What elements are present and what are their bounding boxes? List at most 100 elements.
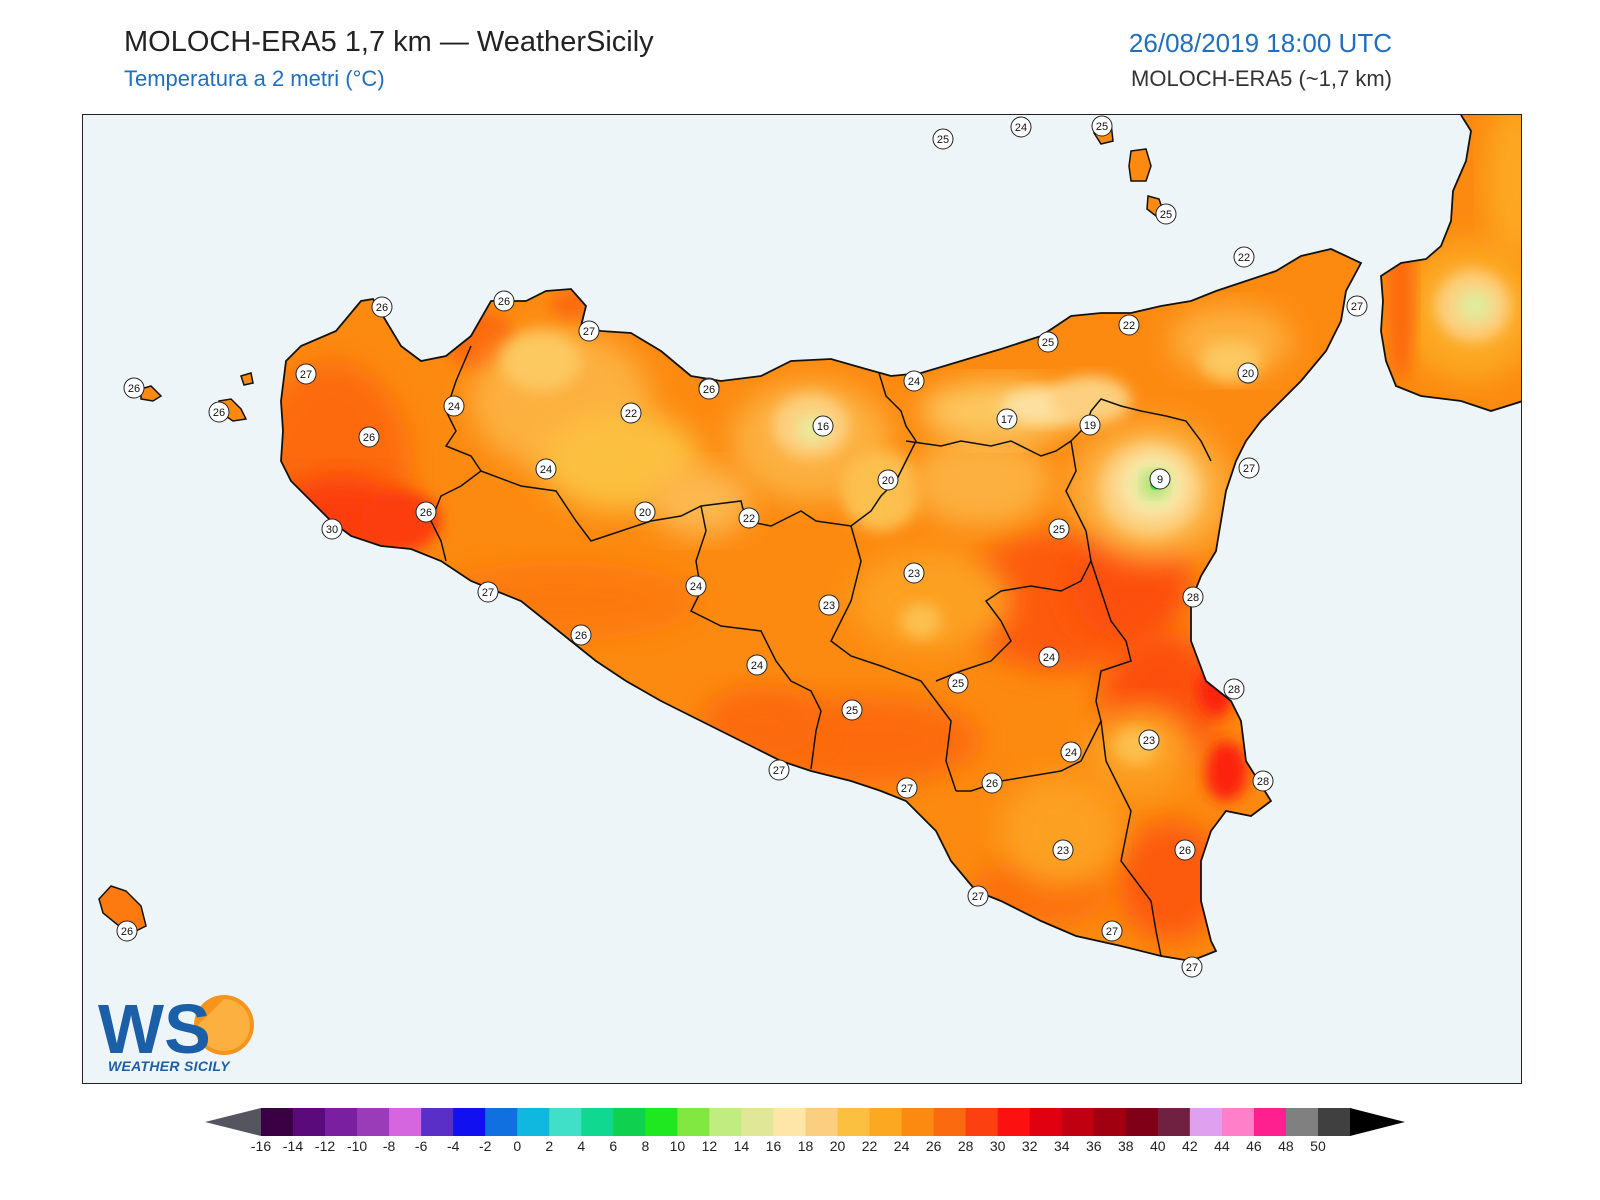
station-marker: 26 [493, 290, 515, 312]
colorbar-tick-label: 20 [829, 1138, 846, 1154]
map-subtitle: Temperatura a 2 metri (°C) [124, 66, 385, 91]
station-marker: 27 [768, 759, 790, 781]
colorbar-segment [837, 1108, 871, 1136]
colorbar-tick-label: -16 [250, 1138, 272, 1154]
colorbar-segment [1029, 1108, 1063, 1136]
station-value: 25 [1160, 209, 1172, 221]
station-value: 24 [1015, 122, 1027, 134]
station-marker: 28 [1252, 770, 1274, 792]
station-marker: 26 [116, 920, 138, 942]
station-value: 25 [937, 134, 949, 146]
colorbar-tick-label: -6 [414, 1138, 428, 1154]
logo-text: WEATHER SICILY [108, 1058, 230, 1074]
station-value: 22 [1123, 320, 1135, 332]
colorbar-segment [645, 1108, 678, 1136]
colorbar-segment [997, 1108, 1031, 1136]
temperature-map: 25 24 25 25 26 27 26 26 27 26 26 24 26 24 26 30 22 20 16 20… [98, 115, 1521, 978]
colorbar-segment [1061, 1108, 1095, 1136]
station-value: 26 [575, 630, 587, 642]
station-marker: 26 [415, 501, 437, 523]
colorbar-tick-label: 46 [1246, 1138, 1262, 1154]
station-value: 23 [1143, 735, 1155, 747]
station-value: 26 [703, 384, 715, 396]
colorbar-tick-label: 48 [1278, 1138, 1294, 1154]
station-marker: 25 [1037, 331, 1059, 353]
station-marker: 26 [358, 426, 380, 448]
temperature-colorbar [205, 1108, 1405, 1136]
station-marker: 22 [1233, 246, 1255, 268]
station-marker: 27 [578, 320, 600, 342]
station-marker: 23 [1138, 729, 1160, 751]
station-value: 24 [751, 660, 763, 672]
station-value: 25 [1053, 524, 1065, 536]
station-marker: 24 [685, 575, 707, 597]
colorbar-tick-label: 22 [861, 1138, 878, 1154]
station-marker: 20 [877, 469, 899, 491]
colorbar-segment [453, 1108, 486, 1136]
station-value: 30 [326, 524, 338, 536]
colorbar-segment [389, 1108, 422, 1136]
colorbar-tick-label: 30 [989, 1138, 1006, 1154]
egadi-islands [140, 372, 254, 422]
station-marker: 20 [1237, 362, 1259, 384]
colorbar-segment [549, 1108, 582, 1136]
station-marker: 27 [1101, 920, 1123, 942]
station-value: 27 [1106, 926, 1118, 938]
colorbar-tick-label: 44 [1214, 1138, 1230, 1154]
colorbar-tick-label: 16 [765, 1138, 782, 1154]
colorbar-segment [517, 1108, 550, 1136]
station-marker: 22 [620, 402, 642, 424]
station-value: 25 [1096, 121, 1108, 133]
colorbar-tick-label: 34 [1053, 1138, 1070, 1154]
logo-letters: WS [98, 990, 211, 1068]
colorbar-tick-label: 28 [957, 1138, 974, 1154]
colorbar-tick-label: 12 [701, 1138, 718, 1154]
station-marker: 25 [932, 128, 954, 150]
station-marker: 26 [371, 296, 393, 318]
map-panel[interactable]: 25 24 25 25 26 27 26 26 27 26 26 24 26 24 26 30 22 20 16 20… [82, 114, 1522, 1084]
station-marker: 27 [896, 777, 918, 799]
station-value: 23 [908, 568, 920, 580]
station-value: 27 [1351, 301, 1363, 313]
colorbar-segment [581, 1108, 614, 1136]
colorbar-tick-label: -14 [282, 1138, 304, 1154]
station-marker: 26 [570, 624, 592, 646]
station-labels: 25 24 25 25 26 27 26 26 27 26 26 24 26 24 26 30 22 20 16 20… [116, 115, 1368, 978]
station-value: 25 [1042, 337, 1054, 349]
station-value: 27 [482, 587, 494, 599]
colorbar-segment [325, 1108, 358, 1136]
station-value: 26 [376, 302, 388, 314]
colorbar-segment [1157, 1108, 1191, 1136]
colorbar-tick-label: 42 [1182, 1138, 1198, 1154]
station-value: 22 [1238, 252, 1250, 264]
colorbar-segment [869, 1108, 903, 1136]
colorbar-tick-label: 10 [669, 1138, 686, 1154]
station-value: 27 [901, 783, 913, 795]
station-value: 28 [1228, 684, 1240, 696]
map-datetime: 26/08/2019 18:00 UTC [1128, 28, 1392, 58]
colorbar-tick-label: 38 [1117, 1138, 1134, 1154]
colorbar-tick-label: -8 [382, 1138, 396, 1154]
station-marker: 26 [123, 377, 145, 399]
station-value: 22 [743, 513, 755, 525]
colorbar-tick-label: -2 [478, 1138, 492, 1154]
station-marker: 26 [1174, 839, 1196, 861]
station-marker: 24 [1010, 116, 1032, 138]
station-marker: 24 [1060, 741, 1082, 763]
colorbar-tick-label: 14 [733, 1138, 750, 1154]
weather-sicily-logo: WS [98, 990, 254, 1068]
station-marker: 26 [698, 378, 720, 400]
colorbar-tick-label: 2 [545, 1138, 554, 1154]
station-marker: 9 [1149, 468, 1171, 490]
colorbar-segment [741, 1108, 774, 1136]
station-marker: 22 [738, 507, 760, 529]
station-value: 23 [1057, 845, 1069, 857]
station-value: 26 [986, 778, 998, 790]
station-marker: 25 [1155, 203, 1177, 225]
colorbar-tick-label: 26 [925, 1138, 942, 1154]
map-model-label: MOLOCH-ERA5 (~1,7 km) [1131, 66, 1392, 91]
calabria-landmass [1380, 115, 1521, 412]
colorbar-tick-label: 6 [609, 1138, 618, 1154]
station-value: 22 [625, 408, 637, 420]
station-value: 24 [908, 376, 920, 388]
